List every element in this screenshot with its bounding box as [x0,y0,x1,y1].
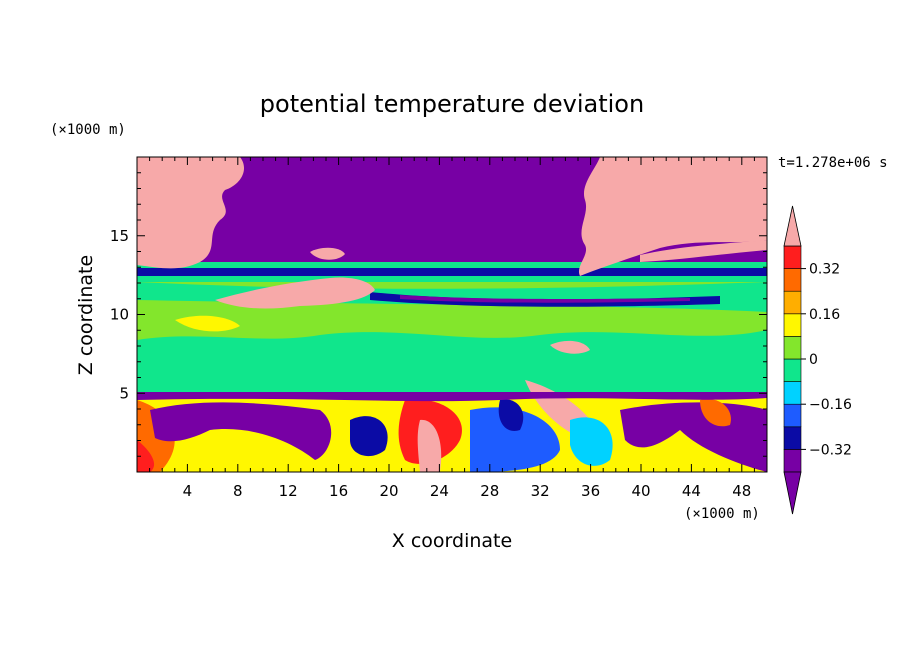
colorbar-swatch [783,336,802,360]
bl-orange-right [700,399,731,427]
y-tick-label: 10 [110,306,129,324]
x-unit-label: (×1000 m) [684,506,760,522]
cold-dip [370,292,720,307]
colorbar-swatch [783,245,802,269]
contour-field [137,157,767,472]
colorbar-swatch [783,449,802,473]
colorbar-under-triangle [783,471,802,515]
colorbar-over-triangle [783,205,802,247]
y-unit-label: (×1000 m) [50,122,126,138]
x-tick-label: 48 [732,482,751,500]
colorbar-label: 0.16 [809,307,840,323]
y-axis-label: Z coordinate [75,255,97,375]
warm-anomaly-mid [215,277,375,309]
colorbar-swatch [783,268,802,292]
colorbar-label: 0.32 [809,262,840,278]
x-tick-label: 44 [682,482,701,500]
colorbar-label: 0 [809,352,818,368]
bl-purple-left [150,402,332,460]
colorbar-swatch [783,290,802,315]
x-axis-label: X coordinate [392,530,512,552]
bl-warm-center [417,419,442,472]
colorbar-label: −0.32 [809,442,852,458]
bl-dark-blue-2 [498,399,524,431]
warm-anomaly-right [578,157,767,276]
colorbar-swatch [783,403,802,428]
warm-anomaly-left [137,157,245,269]
colorbar: 0.32 0.16 0 −0.16 −0.32 [783,205,852,515]
colorbar-label: −0.16 [809,397,852,413]
x-tick-label: 20 [379,482,398,500]
x-tick-label: 36 [581,482,600,500]
x-tick-label: 4 [183,482,193,500]
x-tick-label: 8 [233,482,243,500]
colorbar-swatch [783,358,802,382]
upper-band-dark [137,268,767,276]
y-tick-label: 5 [119,384,129,402]
y-tick-label: 15 [110,227,129,245]
warm-streak-right [640,240,767,262]
bl-top-purple [137,392,767,402]
x-tick-label: 12 [279,482,298,500]
y-axis: 5 10 15 [110,172,767,457]
colorbar-swatch [783,426,802,450]
bl-red [137,440,155,472]
x-tick-label: 16 [329,482,348,500]
x-axis: 4 8 12 16 20 24 28 32 36 40 44 48 [149,157,755,500]
bl-dark-blue [350,416,388,457]
warm-blob [310,247,345,260]
x-tick-label: 40 [631,482,650,500]
colorbar-swatch [783,313,802,337]
mid-neutral-patches [137,330,767,392]
x-tick-label: 24 [430,482,449,500]
cold-dip-core [400,295,690,303]
chart-title: potential temperature deviation [260,90,644,118]
x-tick-label: 28 [480,482,499,500]
bl-cyan [570,417,613,466]
mid-warm-patch [550,340,590,354]
colorbar-swatch [783,381,802,405]
mid-yellow-patch [175,315,240,332]
x-tick-label: 32 [531,482,550,500]
time-label: t=1.278e+06 s [778,155,888,171]
bl-blue [470,407,560,472]
